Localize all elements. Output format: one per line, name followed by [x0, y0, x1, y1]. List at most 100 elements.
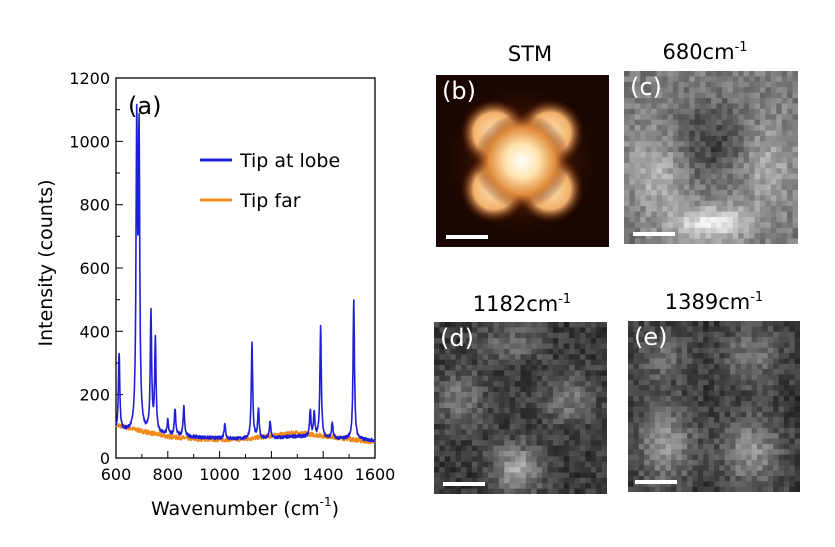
map-pixel — [552, 359, 559, 366]
map-pixel — [520, 348, 527, 355]
map-pixel — [714, 342, 720, 349]
map-pixel — [477, 338, 484, 344]
map-pixel — [477, 488, 484, 494]
map-pixel — [714, 347, 720, 354]
map-pixel — [770, 200, 777, 207]
map-pixel — [536, 327, 543, 334]
map-pixel — [498, 370, 505, 377]
map-pixel — [466, 456, 473, 463]
map-pixel — [645, 189, 652, 196]
map-pixel — [711, 71, 717, 77]
map-pixel — [792, 71, 798, 77]
map-pixel — [749, 168, 755, 175]
map-pixel — [640, 179, 647, 185]
map-pixel — [509, 397, 516, 404]
map-pixel — [692, 422, 699, 429]
map-pixel — [792, 146, 798, 153]
map-pixel — [477, 322, 484, 328]
map-pixel — [471, 467, 478, 473]
map-pixel — [596, 365, 602, 371]
map-pixel — [681, 438, 688, 445]
map-pixel — [601, 322, 607, 328]
map-pixel — [638, 385, 645, 391]
map-pixel — [721, 114, 728, 121]
map-pixel — [703, 454, 710, 461]
map-pixel — [787, 189, 793, 196]
panel-label-e: (e) — [634, 323, 668, 351]
map-pixel — [649, 358, 656, 365]
map-pixel — [504, 429, 511, 436]
map-pixel — [645, 103, 652, 110]
map-pixel — [477, 381, 484, 387]
map-pixel — [787, 200, 793, 207]
map-pixel — [762, 337, 769, 343]
map-pixel — [547, 445, 554, 452]
map-pixel — [743, 71, 750, 77]
map-pixel — [776, 173, 783, 180]
map-pixel — [579, 418, 586, 425]
map-pixel — [493, 397, 500, 404]
map-pixel — [601, 370, 607, 377]
map-pixel — [482, 477, 489, 484]
map-pixel — [444, 354, 451, 361]
map-pixel — [542, 375, 548, 382]
map-pixel — [794, 406, 800, 413]
map-pixel — [751, 337, 758, 343]
map-pixel — [466, 343, 473, 350]
map-pixel — [482, 408, 489, 414]
map-pixel — [656, 189, 663, 196]
map-pixel — [767, 358, 774, 365]
map-pixel — [776, 76, 783, 83]
map-pixel — [629, 162, 636, 169]
map-pixel — [585, 413, 592, 420]
map-pixel — [638, 363, 645, 370]
map-pixel — [778, 321, 785, 327]
map-pixel — [703, 385, 710, 391]
map-pixel — [520, 483, 527, 490]
map-pixel — [732, 146, 739, 153]
map-pixel — [776, 238, 783, 244]
map-pixel — [678, 168, 685, 175]
map-pixel — [759, 108, 766, 115]
map-pixel — [676, 443, 683, 450]
map-pixel — [687, 321, 693, 327]
map-pixel — [730, 422, 736, 429]
map-pixel — [596, 477, 602, 484]
map-pixel — [471, 348, 478, 355]
map-pixel — [638, 321, 645, 327]
map-pixel — [558, 359, 565, 366]
map-pixel — [672, 81, 679, 88]
map-pixel — [628, 369, 634, 375]
map-pixel — [509, 391, 516, 398]
map-pixel — [721, 216, 728, 223]
map-pixel — [714, 369, 720, 375]
map-pixel — [660, 358, 667, 365]
map-pixel — [665, 353, 672, 359]
map-pixel — [681, 374, 688, 381]
map-pixel — [649, 331, 656, 338]
map-pixel — [703, 443, 710, 450]
map-pixel — [596, 434, 602, 441]
map-pixel — [660, 411, 667, 418]
map-pixel — [590, 413, 597, 420]
map-pixel — [708, 390, 715, 397]
map-pixel — [601, 451, 607, 457]
map-pixel — [542, 386, 548, 393]
map-pixel — [767, 443, 774, 450]
map-pixel — [660, 390, 667, 397]
map-pixel — [746, 331, 753, 338]
map-pixel — [694, 233, 701, 239]
map-pixel — [683, 173, 690, 180]
map-pixel — [789, 422, 796, 429]
map-pixel — [789, 449, 796, 455]
map-pixel — [732, 103, 739, 110]
map-pixel — [694, 81, 701, 88]
map-pixel — [563, 391, 570, 398]
map-pixel — [700, 195, 706, 202]
map-pixel — [681, 443, 688, 450]
map-pixel — [450, 397, 457, 404]
map-pixel — [515, 354, 521, 361]
map-pixel — [694, 227, 701, 234]
map-pixel — [724, 475, 731, 482]
map-pixel — [624, 87, 630, 94]
